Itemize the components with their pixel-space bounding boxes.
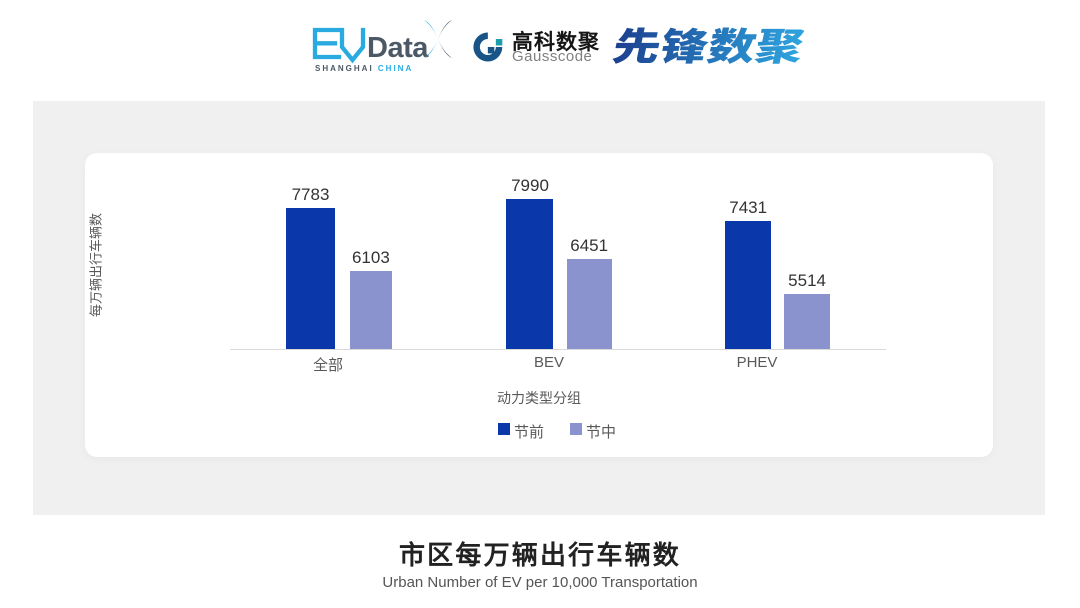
svg-text:先锋数聚: 先锋数聚: [608, 17, 809, 71]
svg-text:Data: Data: [367, 32, 429, 64]
